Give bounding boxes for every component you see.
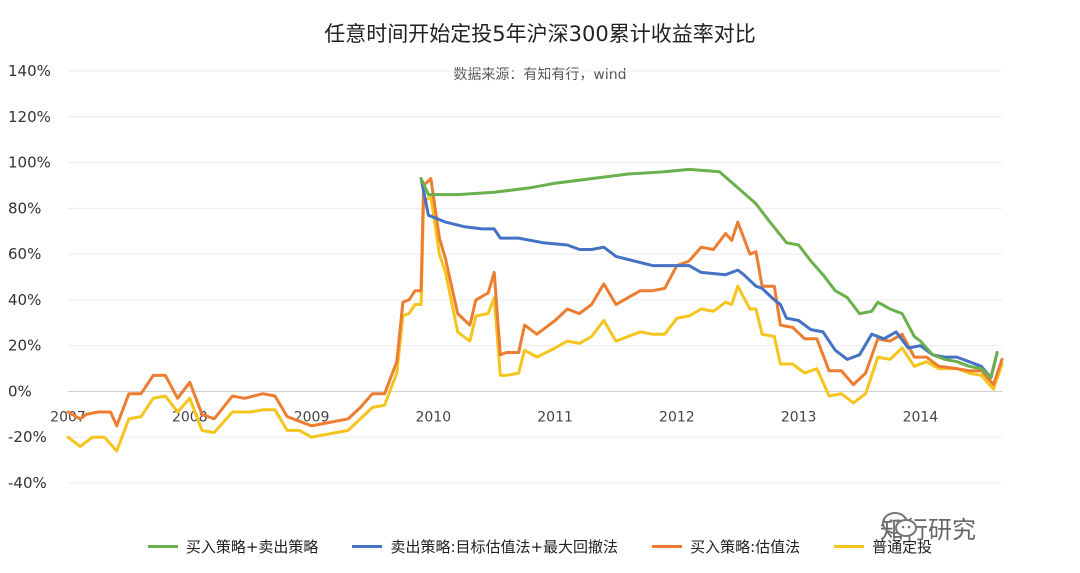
x-tick-label: 2007 — [50, 409, 86, 425]
x-tick-label: 2011 — [537, 409, 573, 425]
legend-item: 卖出策略:目标估值法+最大回撤法 — [352, 536, 618, 557]
y-tick-label: 100% — [8, 154, 51, 172]
chart-legend: 买入策略+卖出策略 卖出策略:目标估值法+最大回撤法 买入策略:估值法 普通定投 — [0, 536, 1080, 557]
legend-swatch — [352, 545, 383, 548]
grid-layer — [68, 70, 1002, 484]
series-line — [419, 177, 999, 380]
x-tick-label: 2014 — [903, 409, 939, 425]
y-tick-label: 120% — [8, 108, 51, 126]
legend-swatch — [652, 545, 683, 548]
legend-item: 普通定投 — [834, 536, 932, 557]
chart-title: 任意时间开始定投5年沪深300累计收益率对比 — [324, 22, 756, 46]
legend-label: 卖出策略:目标估值法+最大回撤法 — [390, 538, 619, 556]
y-axis-tick-labels: -40% -20% 0% 20% 40% 60% 80% 100% 120% 140% — [8, 62, 51, 492]
y-tick-label: -20% — [8, 428, 47, 446]
legend-swatch — [147, 545, 178, 548]
y-tick-label: 140% — [8, 62, 51, 80]
x-tick-label: 2013 — [781, 409, 817, 425]
legend-label: 买入策略:估值法 — [690, 538, 801, 556]
series-layer — [66, 167, 1004, 453]
series-line — [66, 195, 1004, 453]
watermark: 知行研究 — [880, 510, 976, 545]
x-tick-label: 2010 — [415, 409, 451, 425]
x-tick-label: 2012 — [659, 409, 695, 425]
legend-label: 买入策略+卖出策略 — [185, 538, 319, 556]
x-axis-tick-labels: 2007 2008 2009 2010 2011 2012 2013 2014 — [50, 409, 938, 425]
y-tick-label: -40% — [8, 474, 47, 492]
legend-item: 买入策略:估值法 — [652, 536, 800, 557]
legend-label: 普通定投 — [872, 538, 933, 556]
y-tick-label: 80% — [8, 199, 41, 217]
legend-item: 买入策略+卖出策略 — [147, 536, 319, 557]
legend-swatch — [834, 545, 865, 548]
y-tick-label: 40% — [8, 291, 41, 309]
y-tick-label: 60% — [8, 245, 41, 263]
wechat-icon — [882, 512, 917, 537]
series-line — [419, 167, 999, 380]
y-tick-label: 20% — [8, 337, 41, 355]
y-tick-label: 0% — [8, 382, 32, 400]
series-line — [66, 177, 1004, 428]
